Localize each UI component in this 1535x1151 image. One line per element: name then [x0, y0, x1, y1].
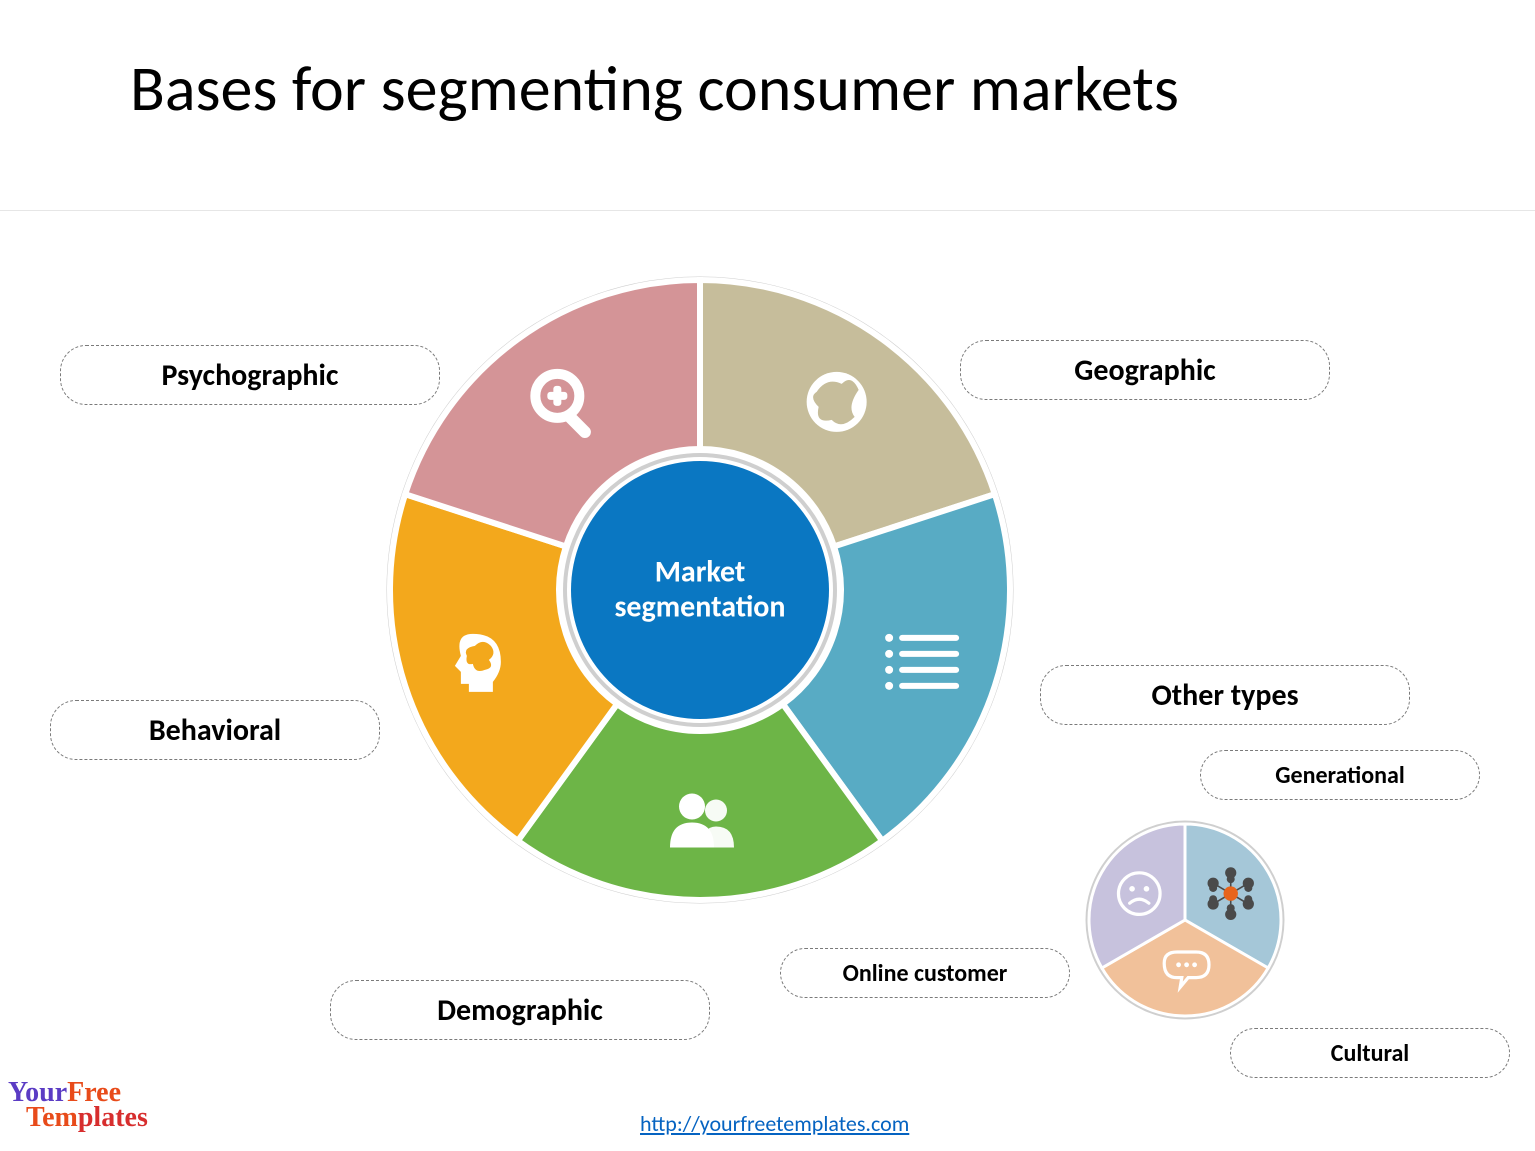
other-types-pie [1085, 820, 1285, 1020]
brand-logo: YourFree Templates [8, 1080, 148, 1130]
label-psychographic: Psychographic [60, 345, 440, 405]
header-divider [0, 210, 1535, 211]
label-geographic: Geographic [960, 340, 1330, 400]
footer-link[interactable]: http://yourfreetemplates.com [640, 1110, 909, 1137]
page-title: Bases for segmenting consumer markets [130, 50, 1179, 128]
label-demographic: Demographic [330, 980, 710, 1040]
segmentation-donut: Marketsegmentation [380, 270, 1020, 910]
mini-pie-svg [1085, 820, 1285, 1020]
label-online-customer: Online customer [780, 948, 1070, 998]
globe-icon [807, 372, 867, 432]
donut-center-label: Marketsegmentation [600, 556, 800, 625]
label-behavioral: Behavioral [50, 700, 380, 760]
label-cultural: Cultural [1230, 1028, 1510, 1078]
label-generational: Generational [1200, 750, 1480, 800]
label-other-types: Other types [1040, 665, 1410, 725]
